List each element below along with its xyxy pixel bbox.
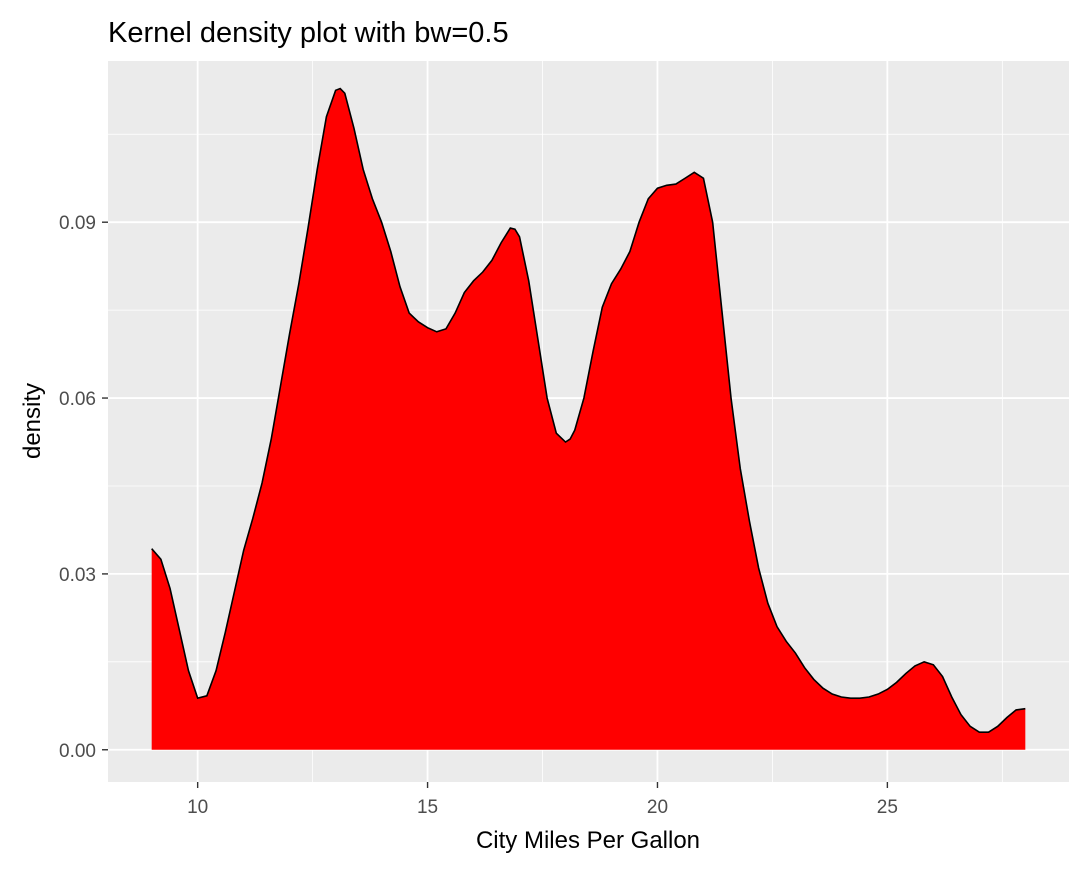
- y-tick-label: 0.06: [59, 389, 96, 410]
- y-tick-label: 0.03: [59, 565, 96, 586]
- density-area: [151, 88, 1026, 750]
- x-tick-label: 20: [647, 797, 668, 818]
- y-axis: 0.00 0.03 0.06 0.09: [59, 213, 108, 762]
- x-tick-label: 10: [187, 797, 208, 818]
- x-axis: 10 15 20 25: [187, 782, 898, 818]
- y-tick-label: 0.09: [59, 213, 96, 234]
- density-line: [151, 87, 1026, 733]
- x-tick-label: 25: [877, 797, 898, 818]
- y-tick-label: 0.00: [59, 741, 96, 762]
- x-tick-label: 15: [417, 797, 438, 818]
- y-axis-title: density: [19, 383, 46, 459]
- x-axis-title: City Miles Per Gallon: [476, 827, 700, 854]
- chart-title: Kernel density plot with bw=0.5: [108, 17, 509, 49]
